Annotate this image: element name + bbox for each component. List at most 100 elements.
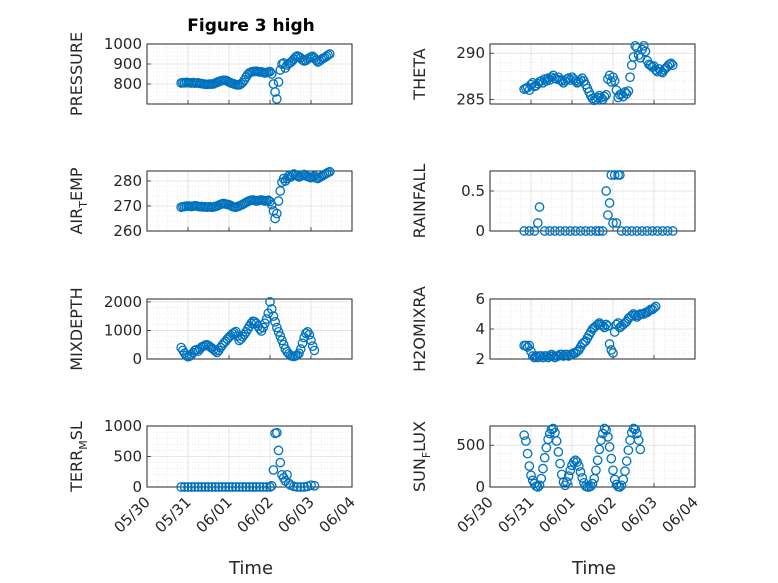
data-point bbox=[544, 428, 555, 439]
data-point bbox=[210, 346, 221, 356]
y-axis-label-rest: LUX bbox=[410, 421, 429, 452]
axes-border bbox=[489, 170, 696, 232]
data-point bbox=[184, 351, 195, 361]
y-axis-label: AIRTEMP bbox=[67, 167, 90, 234]
data-point bbox=[239, 329, 250, 340]
y-tick-label: 0 bbox=[475, 222, 485, 240]
data-point bbox=[570, 226, 581, 236]
data-point bbox=[536, 473, 547, 484]
data-point bbox=[230, 326, 241, 337]
data-point bbox=[254, 482, 265, 492]
data-point bbox=[271, 427, 282, 438]
y-tick-label: 0 bbox=[132, 478, 142, 496]
data-point bbox=[667, 226, 678, 236]
data-point bbox=[270, 213, 280, 224]
data-point bbox=[275, 331, 286, 341]
y-tick-label: 6 bbox=[475, 290, 485, 308]
data-point bbox=[592, 455, 603, 466]
data-point bbox=[234, 482, 245, 492]
y-tick-label: 290 bbox=[456, 44, 485, 62]
x-tick-label: 06/01 bbox=[193, 493, 236, 536]
data-point bbox=[266, 304, 277, 314]
data-point bbox=[237, 331, 248, 342]
y-tick-label: 4 bbox=[475, 320, 485, 338]
data-point bbox=[230, 482, 241, 492]
data-point bbox=[289, 481, 299, 492]
data-point bbox=[649, 303, 659, 313]
figure-title: Figure 3 high bbox=[187, 16, 315, 36]
x-tick-label: 05/31 bbox=[495, 493, 538, 536]
data-point bbox=[229, 327, 239, 338]
y-tick-label: 285 bbox=[456, 90, 485, 108]
data-point bbox=[292, 482, 303, 492]
data-point bbox=[616, 480, 627, 491]
data-point bbox=[601, 425, 612, 436]
data-point bbox=[183, 482, 193, 492]
data-point bbox=[273, 196, 284, 206]
data-point bbox=[662, 226, 673, 236]
data-point bbox=[227, 482, 238, 492]
data-point bbox=[575, 467, 586, 477]
y-tick-label: 0 bbox=[132, 350, 142, 368]
y-tick-label: 2000 bbox=[104, 293, 142, 311]
x-tick-label: 06/04 bbox=[659, 493, 702, 536]
axes-border bbox=[146, 298, 353, 360]
data-point bbox=[608, 465, 618, 476]
data-point bbox=[632, 428, 642, 439]
axes-border bbox=[146, 43, 353, 105]
y-axis-label: SUNFLUX bbox=[410, 421, 433, 492]
data-point bbox=[534, 480, 545, 491]
data-point bbox=[213, 482, 224, 492]
data-point bbox=[309, 480, 320, 491]
data-point bbox=[522, 448, 533, 459]
data-point bbox=[591, 226, 601, 236]
data-point bbox=[539, 226, 550, 236]
data-point bbox=[647, 304, 658, 315]
data-point bbox=[297, 55, 308, 65]
data-point bbox=[241, 482, 251, 492]
data-point bbox=[524, 340, 535, 351]
data-point bbox=[596, 319, 606, 330]
axes-border bbox=[489, 425, 696, 488]
data-point bbox=[196, 482, 207, 492]
y-axis-label-main: TERR bbox=[67, 450, 86, 493]
data-point bbox=[562, 477, 572, 487]
series-markers bbox=[519, 301, 661, 363]
data-point bbox=[632, 226, 642, 236]
y-tick-label: 260 bbox=[113, 222, 142, 240]
data-point bbox=[283, 478, 294, 489]
data-point bbox=[614, 170, 625, 180]
y-axis-label: RAINFALL bbox=[410, 164, 429, 239]
series-markers bbox=[176, 49, 335, 104]
data-point bbox=[633, 435, 644, 446]
data-point bbox=[621, 88, 632, 99]
data-point bbox=[299, 482, 310, 492]
series-markers bbox=[176, 166, 335, 224]
data-point bbox=[539, 452, 550, 463]
axes-border bbox=[146, 170, 353, 232]
data-point bbox=[248, 482, 258, 492]
axes-border bbox=[489, 298, 696, 360]
y-axis-label-subscript: F bbox=[420, 452, 433, 458]
data-point bbox=[628, 52, 639, 62]
series-markers bbox=[519, 170, 678, 236]
y-tick-label: 900 bbox=[113, 55, 142, 73]
x-tick-label: 06/02 bbox=[234, 493, 277, 536]
data-point bbox=[261, 482, 272, 492]
data-point bbox=[538, 463, 548, 474]
data-point bbox=[652, 66, 663, 77]
data-point bbox=[544, 226, 555, 236]
data-point bbox=[550, 226, 560, 236]
data-point bbox=[565, 465, 576, 476]
data-point bbox=[200, 482, 210, 492]
data-point bbox=[565, 226, 576, 236]
data-point bbox=[529, 478, 540, 489]
data-point bbox=[632, 42, 642, 53]
x-tick-label: 06/04 bbox=[316, 493, 359, 536]
series-markers bbox=[176, 427, 320, 492]
y-tick-label: 0 bbox=[475, 478, 485, 496]
data-point bbox=[555, 226, 565, 236]
data-point bbox=[251, 482, 262, 492]
data-point bbox=[524, 461, 535, 471]
data-point bbox=[277, 335, 287, 346]
